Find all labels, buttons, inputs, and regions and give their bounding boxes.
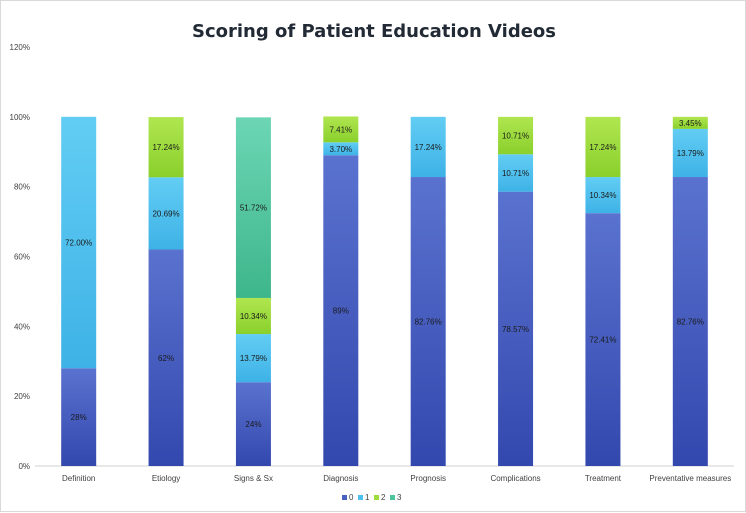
- bar-segment: [672, 128, 708, 178]
- data-label: 72.41%: [589, 336, 616, 345]
- data-label: 72.00%: [65, 239, 92, 248]
- bar-segment: [585, 177, 621, 214]
- x-tick-label: Definition: [62, 474, 95, 483]
- y-tick-label: 0%: [18, 462, 30, 471]
- data-label: 13.79%: [240, 354, 267, 363]
- bar-segment: [235, 382, 271, 466]
- legend-label: 0: [349, 493, 354, 502]
- x-tick-label: Preventative measures: [649, 474, 731, 483]
- legend-swatch: [358, 495, 363, 500]
- data-label: 7.41%: [329, 125, 352, 134]
- bar-segment: [498, 191, 534, 467]
- data-label: 82.76%: [415, 318, 442, 327]
- x-tick-label: Treatment: [585, 474, 622, 483]
- data-label: 10.71%: [502, 169, 529, 178]
- legend-label: 2: [381, 493, 386, 502]
- y-axis: 0% 20% 40% 60% 80% 100% 120%: [10, 43, 30, 471]
- bar-segment: [235, 334, 271, 383]
- bar-segment: [585, 213, 621, 466]
- bar-segment: [148, 177, 184, 250]
- bar-segment: [498, 154, 534, 192]
- data-label: 17.24%: [589, 143, 616, 152]
- data-label: 82.76%: [677, 318, 704, 327]
- bar-segment: [410, 177, 446, 466]
- bar-segment: [323, 142, 359, 156]
- y-tick-label: 120%: [10, 43, 30, 52]
- data-label: 17.24%: [415, 143, 442, 152]
- bar-segment: [61, 116, 97, 369]
- legend-swatch: [374, 495, 379, 500]
- data-label: 51.72%: [240, 204, 267, 213]
- bars: 28% 72.00% 62% 20.69% 17.24% 24% 13.79% 10.34% 5…: [61, 116, 708, 467]
- data-label: 28%: [71, 413, 87, 422]
- data-label: 10.34%: [240, 312, 267, 321]
- data-label: 17.24%: [152, 143, 179, 152]
- x-tick-label: Diagnosis: [323, 474, 358, 483]
- bar-segment: [585, 116, 621, 178]
- data-label: 89%: [333, 307, 349, 316]
- legend-swatch: [342, 495, 347, 500]
- bar-segment: [498, 116, 534, 155]
- data-label: 20.69%: [152, 209, 179, 218]
- x-tick-label: Complications: [490, 474, 540, 483]
- bar-segment: [235, 297, 271, 335]
- x-tick-label: Prognosis: [410, 474, 446, 483]
- data-label: 3.70%: [329, 145, 352, 154]
- bar-segment: [672, 177, 708, 466]
- data-label: 10.34%: [589, 191, 616, 200]
- x-axis: Definition Etiology Signs & Sx Diagnosis Pro…: [62, 474, 731, 483]
- legend-label: 3: [397, 493, 402, 502]
- data-label: 3.45%: [679, 119, 702, 128]
- data-label: 10.71%: [502, 132, 529, 141]
- y-tick-label: 80%: [14, 183, 30, 192]
- legend: 0 1 2 3: [342, 493, 402, 502]
- bar-segment: [410, 116, 446, 178]
- bar-segment: [235, 117, 271, 298]
- bar-segment: [672, 116, 708, 129]
- data-label: 24%: [245, 420, 261, 429]
- bar-segment: [148, 249, 184, 466]
- legend-label: 1: [365, 493, 370, 502]
- y-tick-label: 20%: [14, 392, 30, 401]
- bar-segment: [61, 368, 97, 466]
- chart-title: Scoring of Patient Education Videos: [192, 21, 556, 42]
- data-label: 62%: [158, 354, 174, 363]
- bar-segment: [148, 117, 184, 178]
- bar-segment: [323, 116, 359, 143]
- legend-swatch: [390, 495, 395, 500]
- data-label: 78.57%: [502, 325, 529, 334]
- data-label: 13.79%: [677, 149, 704, 158]
- y-tick-label: 60%: [14, 253, 30, 262]
- bar-segment: [323, 155, 359, 466]
- y-tick-label: 100%: [10, 113, 30, 122]
- x-tick-label: Signs & Sx: [234, 474, 273, 483]
- x-tick-label: Etiology: [152, 474, 180, 483]
- y-tick-label: 40%: [14, 322, 30, 331]
